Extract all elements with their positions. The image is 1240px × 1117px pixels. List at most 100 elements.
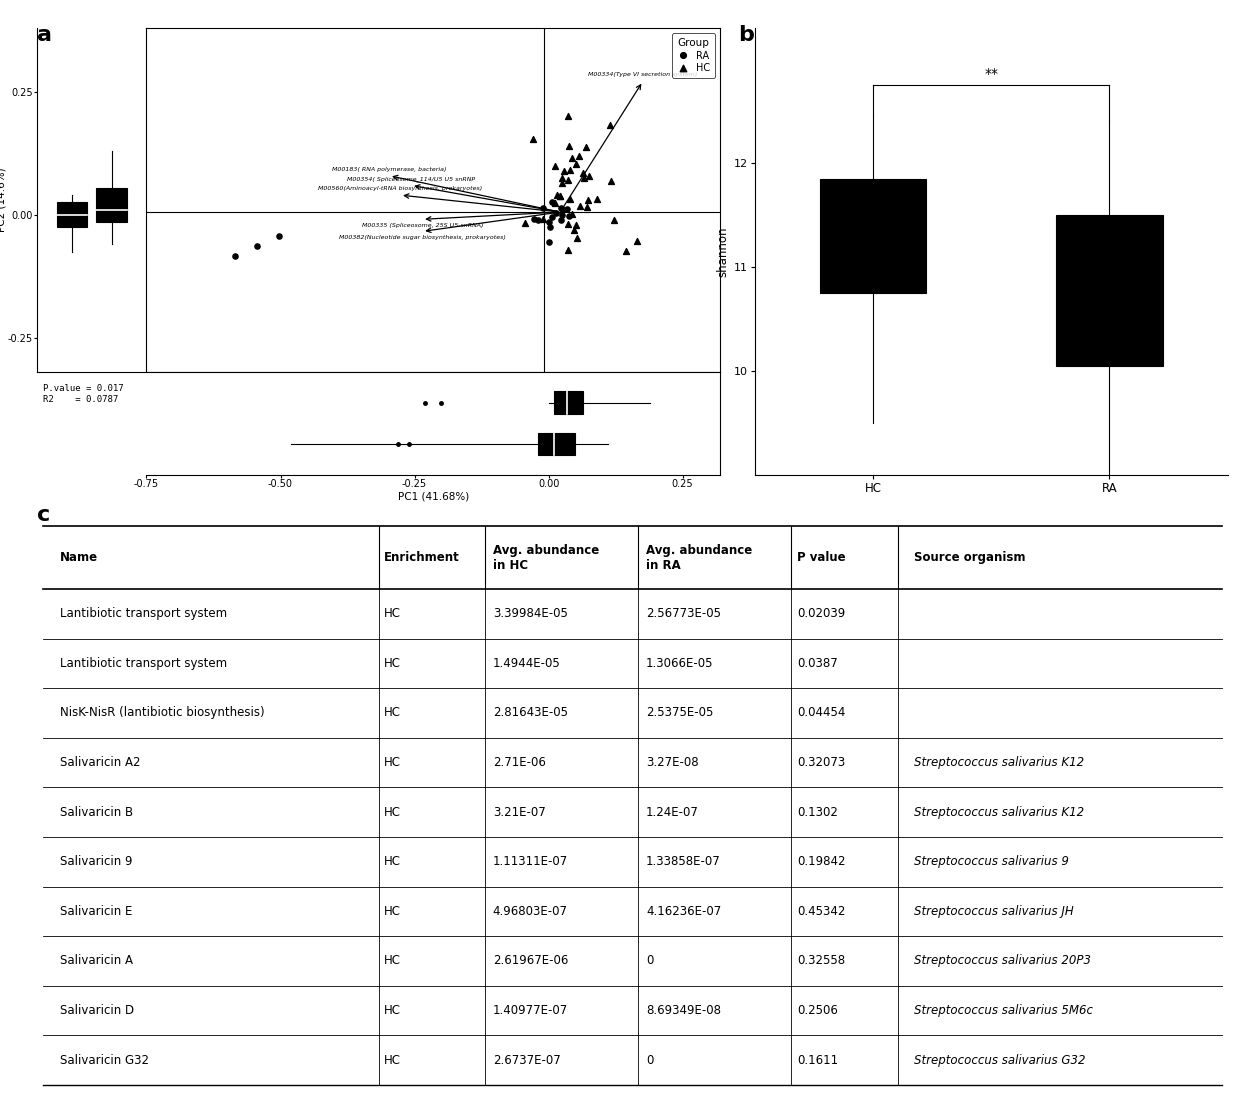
Text: 2.61967E-06: 2.61967E-06	[492, 954, 568, 967]
Text: Source organism: Source organism	[914, 551, 1025, 564]
Point	[551, 199, 570, 217]
Bar	[538, 432, 575, 456]
Point	[552, 173, 572, 191]
Bar	[97, 188, 126, 222]
Text: HC: HC	[384, 856, 402, 868]
Text: Salivaricin G32: Salivaricin G32	[60, 1053, 149, 1067]
Point	[224, 247, 244, 265]
Point	[574, 169, 594, 187]
Text: 2.56773E-05: 2.56773E-05	[646, 608, 720, 620]
Text: 4.16236E-07: 4.16236E-07	[646, 905, 722, 918]
Point	[533, 199, 553, 217]
Text: 1.40977E-07: 1.40977E-07	[492, 1004, 568, 1016]
Point	[558, 200, 578, 218]
Text: Streptococcus salivarius G32: Streptococcus salivarius G32	[914, 1053, 1085, 1067]
Text: Salivaricin D: Salivaricin D	[60, 1004, 134, 1016]
Point	[564, 221, 584, 239]
Point	[587, 190, 606, 208]
Text: 1.4944E-05: 1.4944E-05	[492, 657, 560, 670]
Text: Lantibiotic transport system: Lantibiotic transport system	[60, 608, 227, 620]
Bar	[820, 179, 926, 293]
Text: M00354( Spliceosome_114/U5 U5 snRNP: M00354( Spliceosome_114/U5 U5 snRNP	[347, 175, 475, 182]
Point	[558, 241, 578, 259]
Point	[528, 211, 548, 229]
Text: Streptococcus salivarius JH: Streptococcus salivarius JH	[914, 905, 1074, 918]
Text: 0: 0	[646, 954, 653, 967]
Point	[523, 131, 543, 149]
Text: 2.5375E-05: 2.5375E-05	[646, 706, 713, 719]
Point	[558, 171, 578, 189]
Text: 0.32073: 0.32073	[797, 756, 844, 768]
Point	[533, 210, 553, 228]
Text: c: c	[37, 505, 51, 525]
Text: 4.96803E-07: 4.96803E-07	[492, 905, 568, 918]
Point	[616, 242, 636, 260]
Text: 2.71E-06: 2.71E-06	[492, 756, 546, 768]
Point	[578, 191, 598, 209]
Point	[552, 169, 572, 187]
Text: M00183( RNA polymerase, bacteria): M00183( RNA polymerase, bacteria)	[332, 166, 446, 172]
Point	[538, 233, 558, 251]
Point	[559, 136, 579, 154]
Point	[567, 155, 587, 173]
Point	[551, 188, 570, 206]
Point	[542, 208, 562, 226]
Point	[567, 216, 587, 233]
Point	[247, 237, 267, 255]
Text: HC: HC	[384, 954, 402, 967]
Text: 0.0387: 0.0387	[797, 657, 837, 670]
Point	[558, 216, 578, 233]
Bar	[554, 391, 583, 414]
Text: HC: HC	[384, 905, 402, 918]
Legend: RA, HC: RA, HC	[672, 32, 715, 78]
Text: 1.11311E-07: 1.11311E-07	[492, 856, 568, 868]
Text: **: **	[985, 67, 998, 80]
Point	[558, 107, 578, 125]
Point	[269, 228, 289, 246]
Point	[570, 197, 590, 214]
Y-axis label: PC2 (14.6%): PC2 (14.6%)	[0, 168, 6, 232]
Text: Streptococcus salivarius 5M6c: Streptococcus salivarius 5M6c	[914, 1004, 1092, 1016]
Point	[516, 213, 536, 231]
Point	[573, 164, 593, 182]
Point	[579, 168, 599, 185]
Text: 3.27E-08: 3.27E-08	[646, 756, 698, 768]
Text: Streptococcus salivarius 9: Streptococcus salivarius 9	[914, 856, 1069, 868]
Text: 1.24E-07: 1.24E-07	[646, 805, 699, 819]
Text: Avg. abundance
in HC: Avg. abundance in HC	[492, 544, 599, 572]
Point	[560, 161, 580, 179]
Text: P.value = 0.017
R2    = 0.0787: P.value = 0.017 R2 = 0.0787	[42, 384, 123, 403]
Text: HC: HC	[384, 1053, 402, 1067]
Text: 8.69349E-08: 8.69349E-08	[646, 1004, 720, 1016]
Point	[546, 193, 565, 211]
Text: HC: HC	[384, 805, 402, 819]
Point	[547, 203, 567, 221]
Point	[562, 206, 582, 223]
Point	[569, 147, 589, 165]
Text: P value: P value	[797, 551, 846, 564]
Text: 3.39984E-05: 3.39984E-05	[492, 608, 568, 620]
Text: Streptococcus salivarius K12: Streptococcus salivarius K12	[914, 805, 1084, 819]
Text: Enrichment: Enrichment	[384, 551, 460, 564]
Text: 0.1611: 0.1611	[797, 1053, 838, 1067]
X-axis label: PC1 (41.68%): PC1 (41.68%)	[398, 491, 469, 502]
Text: a: a	[37, 25, 52, 45]
Text: HC: HC	[384, 608, 402, 620]
Text: 2.81643E-05: 2.81643E-05	[492, 706, 568, 719]
Text: 0.02039: 0.02039	[797, 608, 844, 620]
Bar	[1056, 214, 1163, 365]
Text: 1.3066E-05: 1.3066E-05	[646, 657, 713, 670]
Point	[577, 198, 596, 216]
Text: HC: HC	[384, 657, 402, 670]
Text: M00335 (Spliceosome, 25S U5-snRNA): M00335 (Spliceosome, 25S U5-snRNA)	[362, 223, 484, 228]
Text: 0: 0	[646, 1053, 653, 1067]
Text: 0.04454: 0.04454	[797, 706, 846, 719]
Text: 3.21E-07: 3.21E-07	[492, 805, 546, 819]
Point	[547, 187, 567, 204]
Y-axis label: shannon: shannon	[717, 226, 729, 277]
Point	[601, 172, 621, 190]
Text: HC: HC	[384, 706, 402, 719]
Point	[539, 218, 559, 236]
Point	[544, 156, 564, 174]
Text: 0.2506: 0.2506	[797, 1004, 838, 1016]
